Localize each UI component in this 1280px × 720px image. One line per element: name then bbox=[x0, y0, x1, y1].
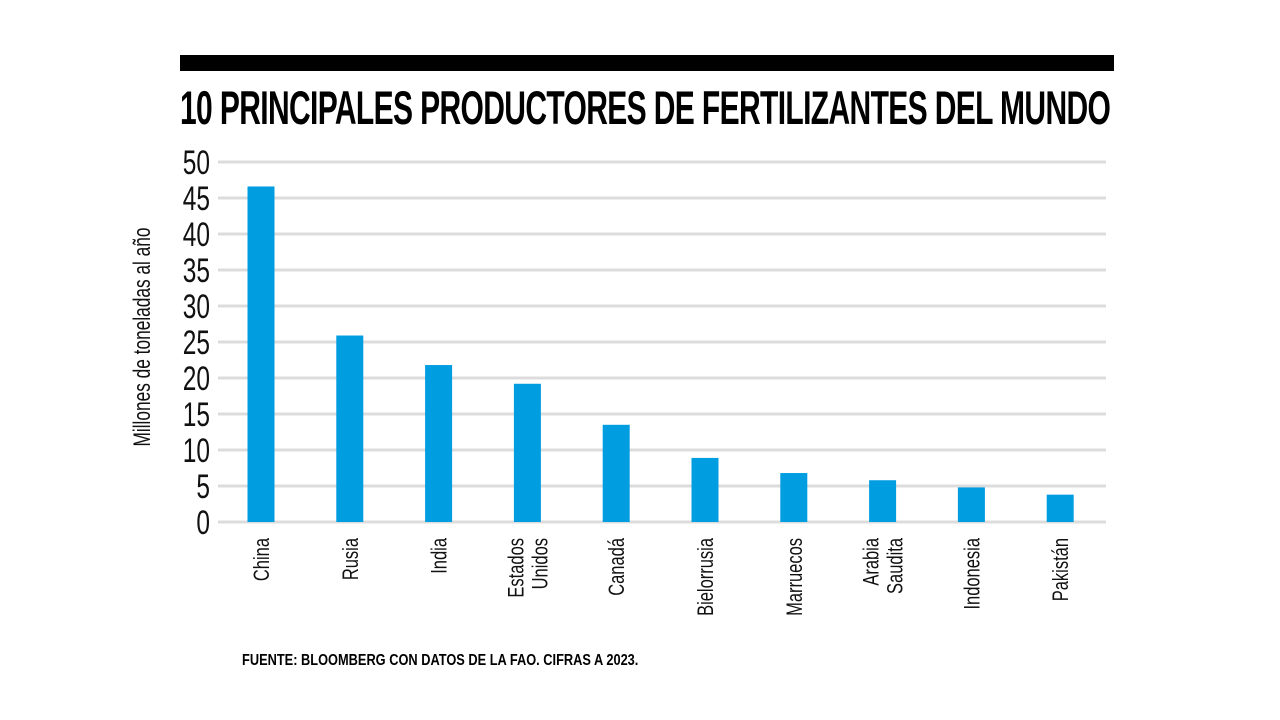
chart-title: 10 PRINCIPALES PRODUCTORES DE FERTILIZAN… bbox=[180, 81, 1111, 134]
x-tick-label: Marruecos bbox=[783, 538, 808, 616]
bar-pakistán bbox=[1046, 494, 1074, 522]
source-note: FUENTE: BLOOMBERG CON DATOS DE LA FAO. C… bbox=[242, 652, 639, 669]
y-tick-label: 45 bbox=[183, 180, 210, 218]
x-tick-label: Arabia bbox=[859, 538, 884, 586]
x-tick-label: Unidos bbox=[528, 538, 553, 590]
bar-canadá bbox=[602, 424, 630, 522]
y-tick-label: 20 bbox=[183, 360, 210, 398]
y-tick-label: 10 bbox=[183, 432, 210, 470]
y-tick-label: 35 bbox=[183, 252, 210, 290]
bar-bielorrusia bbox=[691, 457, 719, 522]
bar-china bbox=[247, 186, 275, 523]
x-tick-label: Pakistán bbox=[1049, 538, 1074, 601]
y-tick-label: 30 bbox=[183, 288, 210, 326]
title-rule bbox=[180, 55, 1114, 71]
y-tick-label: 15 bbox=[183, 396, 210, 434]
y-tick-label: 50 bbox=[183, 144, 210, 182]
x-tick-label: Indonesia bbox=[960, 538, 985, 610]
bar-marruecos bbox=[780, 473, 808, 522]
y-tick-label: 5 bbox=[196, 468, 210, 506]
x-tick-label: Saudita bbox=[883, 538, 908, 594]
bar-rusia bbox=[336, 335, 364, 522]
bar-india bbox=[425, 365, 453, 522]
x-tick-label: Rusia bbox=[339, 538, 364, 580]
x-tick-label: China bbox=[250, 538, 275, 581]
x-tick-label: Canadá bbox=[605, 538, 630, 596]
y-tick-label: 0 bbox=[196, 504, 210, 542]
x-tick-label: India bbox=[427, 538, 452, 574]
x-tick-label: Estados bbox=[504, 538, 529, 598]
x-tick-label: Bielorrusia bbox=[694, 538, 719, 616]
bar-estados-unidos bbox=[513, 383, 541, 522]
bar-indonesia bbox=[957, 487, 985, 522]
y-tick-label: 25 bbox=[183, 324, 210, 362]
bar-arabia-saudita bbox=[869, 480, 897, 522]
y-tick-label: 40 bbox=[183, 216, 210, 254]
